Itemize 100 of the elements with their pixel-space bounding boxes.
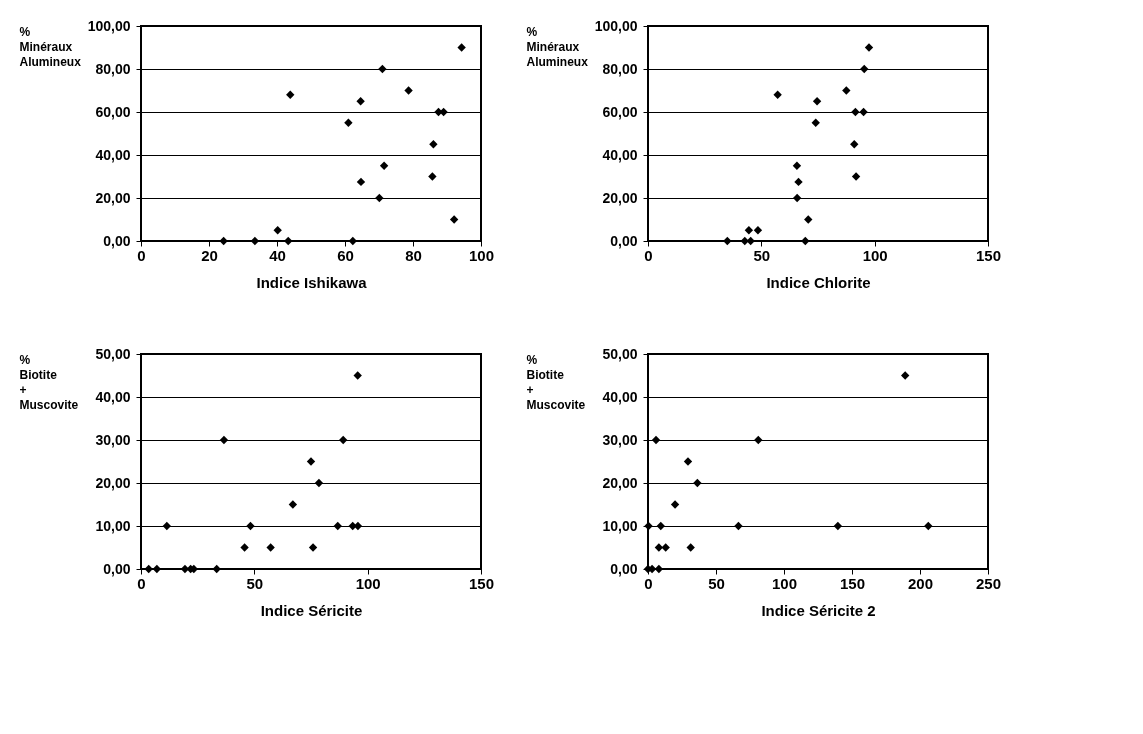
y-tick-label: 20,00 <box>602 474 638 491</box>
point <box>356 97 365 106</box>
point <box>924 521 933 531</box>
point <box>900 371 910 380</box>
x-tick-label: 100 <box>355 574 381 592</box>
point <box>656 521 665 531</box>
y-tick-label: 30,00 <box>602 431 638 448</box>
point <box>333 521 342 531</box>
y-axis-title: % Minéraux Alumineux <box>19 24 82 69</box>
x-tick-label: 100 <box>862 246 888 264</box>
point <box>284 236 293 246</box>
y-tick-label: 60,00 <box>602 103 638 120</box>
point <box>811 118 820 127</box>
point <box>356 177 366 187</box>
point <box>348 236 357 246</box>
point <box>288 500 298 509</box>
x-tick-label: 0 <box>644 574 653 592</box>
point <box>773 90 782 99</box>
y-tick-label: 60,00 <box>95 103 131 120</box>
y-tick-label: 40,00 <box>95 388 131 405</box>
y-tick-label: 100,00 <box>87 17 131 34</box>
x-axis-title: Indice Séricite <box>260 601 363 619</box>
x-tick-label: 100 <box>468 246 495 264</box>
point <box>378 64 387 74</box>
y-tick-label: 80,00 <box>602 60 638 77</box>
point <box>851 172 861 181</box>
point <box>449 215 459 224</box>
y-tick-label: 20,00 <box>602 189 638 206</box>
point <box>723 236 732 246</box>
y-tick-label: 0,00 <box>610 232 638 249</box>
x-tick-label: 40 <box>269 246 286 264</box>
y-tick-label: 10,00 <box>95 517 131 534</box>
y-tick-label: 80,00 <box>95 60 131 77</box>
y-axis-title: % Biotite + Muscovite <box>19 352 79 412</box>
point <box>794 177 803 187</box>
point <box>754 435 763 445</box>
x-tick-label: 80 <box>405 246 422 264</box>
y-tick-label: 50,00 <box>602 345 638 362</box>
point <box>273 226 282 235</box>
x-tick-label: 150 <box>468 574 495 592</box>
x-tick-label: 100 <box>771 574 798 592</box>
point <box>693 478 702 488</box>
y-axis-title: % Biotite + Muscovite <box>526 352 586 412</box>
point <box>314 478 324 488</box>
point <box>851 107 860 117</box>
y-tick-label: 40,00 <box>602 146 638 163</box>
y-tick-label: 10,00 <box>602 517 638 534</box>
point <box>753 226 763 235</box>
point <box>379 161 389 170</box>
point <box>746 236 755 246</box>
point <box>859 107 868 117</box>
point <box>850 140 859 149</box>
point <box>651 435 661 445</box>
y-tick-label: 40,00 <box>602 388 638 405</box>
y-tick-label: 0,00 <box>610 560 638 577</box>
point <box>457 43 466 52</box>
point <box>860 64 869 74</box>
point <box>842 86 851 95</box>
y-tick-label: 50,00 <box>95 345 131 362</box>
y-tick-label: 0,00 <box>103 560 131 577</box>
point <box>286 90 295 99</box>
x-axis-title: Indice Chlorite <box>766 273 871 291</box>
point <box>353 371 362 380</box>
point <box>812 97 822 106</box>
point <box>670 500 680 509</box>
point <box>375 193 384 203</box>
point <box>162 521 172 531</box>
point <box>661 543 670 552</box>
point <box>792 193 802 203</box>
point <box>744 226 754 235</box>
point <box>212 564 221 574</box>
x-tick-label: 0 <box>644 246 653 264</box>
point <box>428 172 437 181</box>
x-tick-label: 50 <box>753 246 771 264</box>
point <box>219 236 228 246</box>
point <box>734 521 743 531</box>
point <box>266 543 275 552</box>
y-tick-label: 100,00 <box>594 17 638 34</box>
point <box>308 543 318 552</box>
x-tick-label: 150 <box>975 246 1002 264</box>
point <box>833 521 843 531</box>
x-tick-label: 150 <box>839 574 866 592</box>
point <box>339 435 348 445</box>
point <box>429 140 438 149</box>
x-axis-title: Indice Ishikawa <box>256 273 368 291</box>
y-tick-label: 30,00 <box>95 431 131 448</box>
point <box>804 215 813 224</box>
point <box>404 86 413 95</box>
y-tick-label: 20,00 <box>95 189 131 206</box>
point <box>246 521 255 531</box>
x-tick-label: 20 <box>201 246 218 264</box>
point <box>801 236 810 246</box>
x-tick-label: 50 <box>708 574 725 592</box>
y-axis-title: % Minéraux Alumineux <box>526 24 589 69</box>
point <box>683 457 693 466</box>
x-tick-label: 200 <box>907 574 934 592</box>
x-tick-label: 0 <box>137 574 146 592</box>
x-tick-label: 0 <box>137 246 146 264</box>
x-tick-label: 250 <box>975 574 1002 592</box>
x-tick-label: 50 <box>246 574 264 592</box>
